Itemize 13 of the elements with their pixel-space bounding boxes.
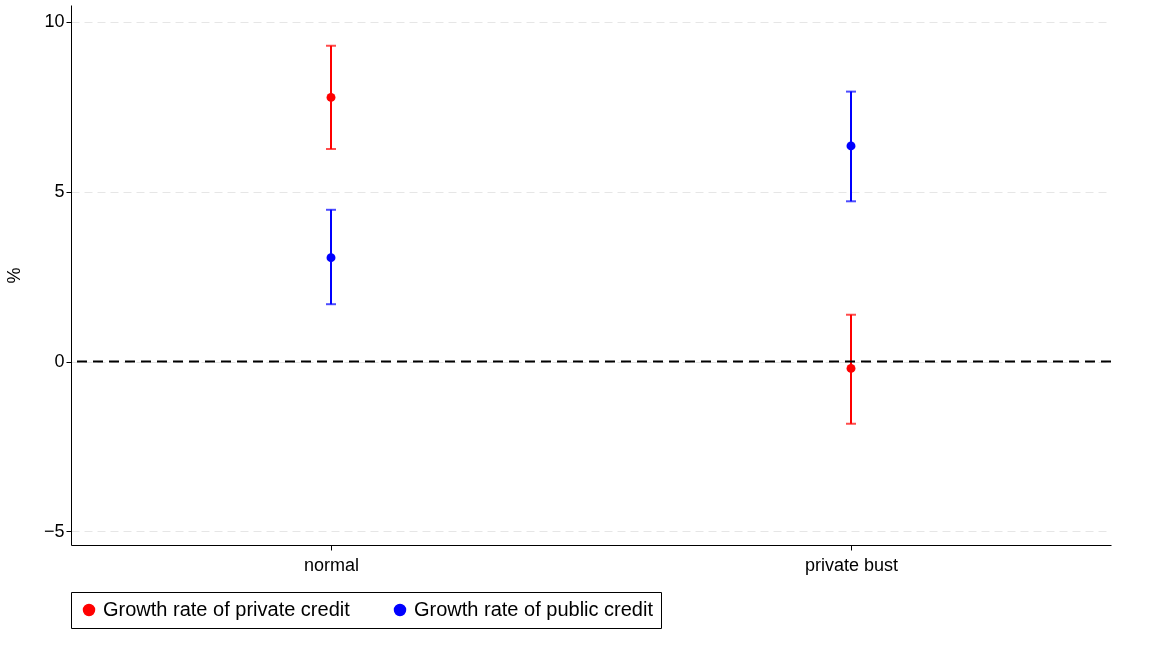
point — [326, 253, 336, 263]
y-tick-label: 0 — [54, 351, 65, 372]
y-axis-title: % — [3, 267, 24, 284]
y-tick-label: 10 — [44, 11, 65, 32]
x-tick-label: normal — [303, 554, 360, 575]
point — [846, 141, 856, 151]
point — [326, 92, 336, 102]
x-tick-label: private bust — [804, 554, 899, 575]
legend-label: Growth rate of public credit — [414, 598, 654, 620]
y-tick-label: 5 — [54, 181, 65, 202]
y-tick-label: −5 — [43, 520, 65, 541]
point — [846, 363, 856, 373]
legend-label: Growth rate of private credit — [103, 598, 351, 620]
